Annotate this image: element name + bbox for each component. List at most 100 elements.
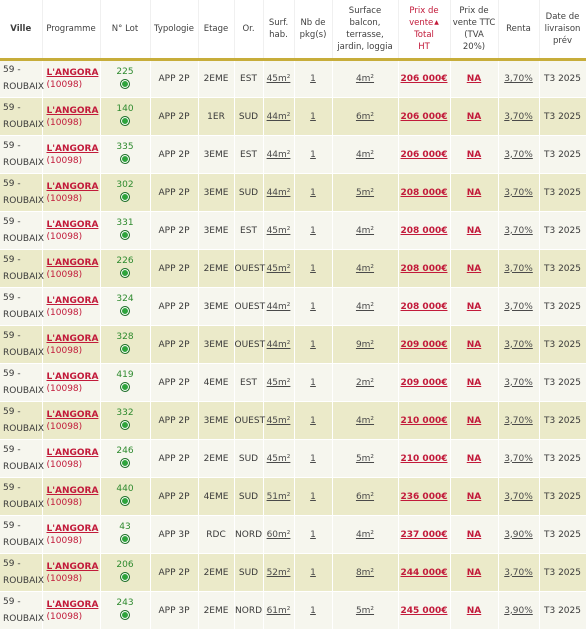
surface-link[interactable]: 45m²	[266, 225, 291, 236]
table-row[interactable]: 59 - ROUBAIX L'ANGORA (10098) 140 APP 2P 1ER SU…	[0, 97, 586, 136]
renta-link[interactable]: 3,70%	[504, 187, 533, 198]
programme-link[interactable]: L'ANGORA	[46, 143, 99, 154]
programme-link[interactable]: L'ANGORA	[46, 599, 99, 610]
prix-ttc-link[interactable]: NA	[466, 187, 482, 198]
table-row[interactable]: 59 - ROUBAIX L'ANGORA (10098) 324 APP 2P 3EME O…	[0, 287, 586, 326]
prix-ht-link[interactable]: 237 000€	[400, 529, 448, 540]
parkings-link[interactable]: 1	[310, 529, 316, 540]
parkings-link[interactable]: 1	[310, 225, 316, 236]
table-row[interactable]: 59 - ROUBAIX L'ANGORA (10098) 440 APP 2P 4EME S…	[0, 477, 586, 516]
balcon-link[interactable]: 5m²	[355, 187, 375, 198]
prix-ht-link[interactable]: 236 000€	[400, 491, 448, 502]
table-row[interactable]: 59 - ROUBAIX L'ANGORA (10098) 332 APP 2P 3EME O…	[0, 401, 586, 440]
table-row[interactable]: 59 - ROUBAIX L'ANGORA (10098) 419 APP 2P 4EME E…	[0, 363, 586, 402]
renta-link[interactable]: 3,70%	[504, 111, 533, 122]
parkings-link[interactable]: 1	[310, 377, 316, 388]
balcon-link[interactable]: 5m²	[355, 605, 375, 616]
renta-link[interactable]: 3,70%	[504, 415, 533, 426]
prix-ttc-link[interactable]: NA	[466, 415, 482, 426]
prix-ht-link[interactable]: 206 000€	[400, 74, 448, 84]
surface-link[interactable]: 51m²	[266, 491, 291, 502]
prix-ttc-link[interactable]: NA	[466, 339, 482, 350]
parkings-link[interactable]: 1	[310, 339, 316, 350]
renta-link[interactable]: 3,90%	[504, 605, 533, 616]
prix-ht-link[interactable]: 208 000€	[400, 187, 448, 198]
programme-link[interactable]: L'ANGORA	[46, 219, 99, 230]
prix-ht-link[interactable]: 209 000€	[400, 377, 448, 388]
renta-link[interactable]: 3,70%	[504, 74, 533, 84]
balcon-link[interactable]: 4m²	[355, 149, 375, 160]
col-header-orientation[interactable]: Or.	[234, 0, 264, 61]
prix-ttc-link[interactable]: NA	[466, 491, 482, 502]
col-header-typologie[interactable]: Typologie	[150, 0, 199, 61]
parkings-link[interactable]: 1	[310, 187, 316, 198]
parkings-link[interactable]: 1	[310, 605, 316, 616]
renta-link[interactable]: 3,70%	[504, 225, 533, 236]
table-row[interactable]: 59 - ROUBAIX L'ANGORA (10098) 331 APP 2P 3EME E…	[0, 211, 586, 250]
prix-ht-link[interactable]: 210 000€	[400, 453, 448, 464]
col-header-surface[interactable]: Surf. hab.	[263, 0, 295, 61]
col-header-etage[interactable]: Etage	[198, 0, 235, 61]
table-row[interactable]: 59 - ROUBAIX L'ANGORA (10098) 206 APP 2P 2EME S…	[0, 553, 586, 592]
table-row[interactable]: 59 - ROUBAIX L'ANGORA (10098) 335 APP 2P 3EME E…	[0, 135, 586, 174]
parkings-link[interactable]: 1	[310, 263, 316, 274]
parkings-link[interactable]: 1	[310, 74, 316, 84]
col-header-prix-ttc[interactable]: Prix de vente TTC (TVA 20%)	[450, 0, 499, 61]
balcon-link[interactable]: 4m²	[355, 225, 375, 236]
parkings-link[interactable]: 1	[310, 111, 316, 122]
parkings-link[interactable]: 1	[310, 301, 316, 312]
balcon-link[interactable]: 4m²	[355, 301, 375, 312]
prix-ttc-link[interactable]: NA	[466, 149, 482, 160]
balcon-link[interactable]: 8m²	[355, 567, 375, 578]
col-header-programme[interactable]: Programme	[42, 0, 101, 61]
prix-ttc-link[interactable]: NA	[466, 529, 482, 540]
parkings-link[interactable]: 1	[310, 491, 316, 502]
balcon-link[interactable]: 2m²	[355, 377, 375, 388]
programme-link[interactable]: L'ANGORA	[46, 561, 99, 572]
prix-ttc-link[interactable]: NA	[466, 605, 482, 616]
surface-link[interactable]: 60m²	[266, 529, 291, 540]
programme-link[interactable]: L'ANGORA	[46, 485, 99, 496]
renta-link[interactable]: 3,70%	[504, 263, 533, 274]
programme-link[interactable]: L'ANGORA	[46, 447, 99, 458]
surface-link[interactable]: 45m²	[266, 415, 291, 426]
surface-link[interactable]: 45m²	[266, 263, 291, 274]
table-row[interactable]: 59 - ROUBAIX L'ANGORA (10098) 328 APP 2P 3EME O…	[0, 325, 586, 364]
renta-link[interactable]: 3,70%	[504, 301, 533, 312]
balcon-link[interactable]: 6m²	[355, 111, 375, 122]
renta-link[interactable]: 3,70%	[504, 149, 533, 160]
balcon-link[interactable]: 4m²	[355, 74, 375, 84]
prix-ht-link[interactable]: 244 000€	[400, 567, 448, 578]
prix-ht-link[interactable]: 210 000€	[400, 415, 448, 426]
prix-ht-link[interactable]: 208 000€	[400, 263, 448, 274]
parkings-link[interactable]: 1	[310, 567, 316, 578]
programme-link[interactable]: L'ANGORA	[46, 68, 99, 78]
surface-link[interactable]: 44m²	[266, 111, 291, 122]
surface-link[interactable]: 44m²	[266, 301, 291, 312]
programme-link[interactable]: L'ANGORA	[46, 295, 99, 306]
prix-ht-link[interactable]: 208 000€	[400, 225, 448, 236]
table-row[interactable]: 59 - ROUBAIX L'ANGORA (10098) 246 APP 2P 2EME S…	[0, 439, 586, 478]
col-header-parkings[interactable]: Nb de pkg(s)	[294, 0, 333, 61]
prix-ttc-link[interactable]: NA	[466, 74, 482, 84]
surface-link[interactable]: 52m²	[266, 567, 291, 578]
col-header-prix-ht[interactable]: Prix de vente▲ Total HT	[398, 0, 451, 61]
prix-ht-link[interactable]: 245 000€	[400, 605, 448, 616]
prix-ttc-link[interactable]: NA	[466, 263, 482, 274]
surface-link[interactable]: 45m²	[266, 377, 291, 388]
balcon-link[interactable]: 6m²	[355, 491, 375, 502]
renta-link[interactable]: 3,70%	[504, 567, 533, 578]
prix-ttc-link[interactable]: NA	[466, 301, 482, 312]
renta-link[interactable]: 3,70%	[504, 453, 533, 464]
prix-ht-link[interactable]: 206 000€	[400, 111, 448, 122]
prix-ttc-link[interactable]: NA	[466, 567, 482, 578]
balcon-link[interactable]: 4m²	[355, 263, 375, 274]
col-header-renta[interactable]: Renta	[498, 0, 540, 61]
renta-link[interactable]: 3,70%	[504, 339, 533, 350]
table-row[interactable]: 59 - ROUBAIX L'ANGORA (10098) 226 APP 2P 2EME O…	[0, 249, 586, 288]
renta-link[interactable]: 3,70%	[504, 491, 533, 502]
table-row[interactable]: 59 - ROUBAIX L'ANGORA (10098) 225 APP 2P 2EME E…	[0, 59, 586, 98]
table-row[interactable]: 59 - ROUBAIX L'ANGORA (10098) 43 APP 3P RDC NOR…	[0, 515, 586, 554]
prix-ttc-link[interactable]: NA	[466, 225, 482, 236]
programme-link[interactable]: L'ANGORA	[46, 371, 99, 382]
